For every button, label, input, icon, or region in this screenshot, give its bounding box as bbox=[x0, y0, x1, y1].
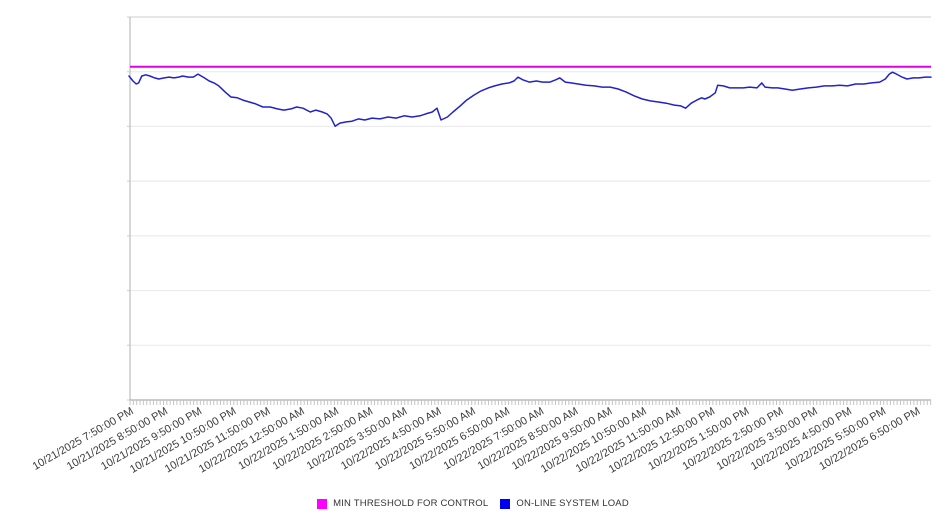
legend-item-min-threshold[interactable]: MIN THRESHOLD FOR CONTROL bbox=[317, 498, 488, 509]
chart-legend: MIN THRESHOLD FOR CONTROL ON-LINE SYSTEM… bbox=[0, 498, 946, 509]
legend-swatch-magenta-icon bbox=[317, 498, 328, 509]
y-axis-ticks bbox=[127, 16, 130, 401]
legend-label-system-load: ON-LINE SYSTEM LOAD bbox=[516, 498, 629, 509]
legend-label-min-threshold: MIN THRESHOLD FOR CONTROL bbox=[333, 498, 489, 509]
system-load-line bbox=[128, 71, 932, 127]
minor-ticks bbox=[129, 400, 932, 405]
legend-item-system-load[interactable]: ON-LINE SYSTEM LOAD bbox=[500, 498, 629, 509]
legend-swatch-blue-icon bbox=[500, 498, 511, 509]
